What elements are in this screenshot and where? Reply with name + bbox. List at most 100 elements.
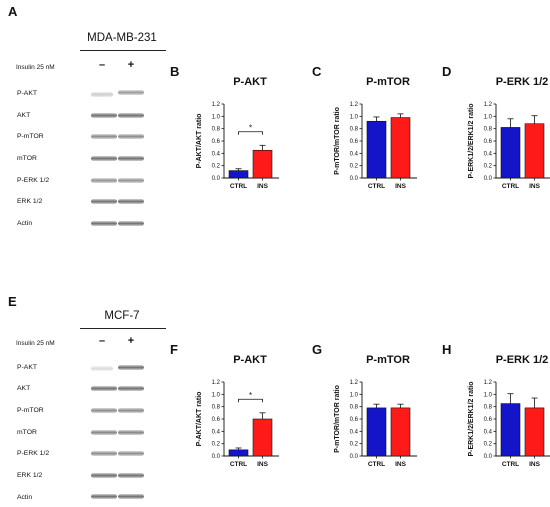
y-axis-label: P-ERK1/2/ERK1/2 ratio (468, 381, 475, 456)
bar-ctrl (500, 403, 521, 457)
y-tick-label: 0.8 (350, 405, 359, 411)
blot-band (91, 430, 117, 435)
y-tick-label: 0.4 (484, 151, 493, 157)
y-tick-label: 1.2 (212, 380, 221, 386)
minus-sign: – (98, 59, 106, 71)
y-tick-label: 1.0 (212, 114, 221, 120)
bar-ctrl (228, 449, 249, 457)
y-tick-label: 0.4 (212, 429, 221, 435)
protein-label: P-mTOR (17, 133, 44, 140)
blot-band (118, 430, 144, 435)
panel-letter-a: A (8, 4, 18, 19)
protein-label: P-ERK 1/2 (17, 177, 50, 184)
treatment-label: Insulin 25 nM (16, 340, 55, 347)
x-tick-label: CTRL (230, 183, 247, 190)
minus-sign: – (98, 335, 106, 347)
x-tick-label: INS (257, 461, 269, 468)
protein-label: AKT (17, 385, 31, 392)
panel-letter-e: E (8, 294, 17, 309)
y-tick-label: 0.2 (212, 164, 221, 170)
protein-label: Actin (17, 220, 33, 227)
y-tick-label: 0.0 (350, 176, 359, 182)
protein-label: P-AKT (17, 364, 38, 371)
significance-star: * (249, 391, 252, 400)
y-tick-label: 0.2 (484, 442, 493, 448)
chart-title: P-AKT (233, 76, 267, 88)
bar-chart-d: 0.0 0.2 0.4 0.6 0.8 1.0 1.2 P-ERK1/2/ERK1/2 rat… (468, 102, 550, 190)
y-tick-label: 0.2 (484, 164, 493, 170)
blot-band (91, 178, 117, 183)
protein-label: mTOR (17, 429, 37, 436)
y-tick-label: 0.6 (212, 417, 221, 423)
blot-band (91, 92, 113, 97)
protein-label: Actin (17, 494, 33, 501)
y-axis-label: P-ERK1/2/ERK1/2 ratio (468, 103, 475, 178)
y-tick-label: 0.8 (212, 405, 221, 411)
blot-band (118, 178, 144, 183)
bar-ins (524, 123, 545, 179)
blot-band (91, 221, 117, 226)
x-tick-label: CTRL (230, 461, 247, 468)
significance-bracket (238, 131, 263, 135)
y-tick-label: 1.2 (484, 102, 493, 108)
blot-band (118, 408, 144, 413)
y-tick-label: 0.2 (350, 442, 359, 448)
panel-letter-f: F (170, 342, 178, 357)
chart-title: P-ERK 1/2 (495, 76, 549, 88)
blot-band (118, 451, 144, 456)
y-tick-label: 0.8 (484, 127, 493, 133)
bar-ctrl (500, 127, 521, 179)
y-tick-label: 1.2 (212, 102, 221, 108)
blot-band (118, 473, 144, 478)
blot-band (91, 156, 117, 161)
x-tick-label: INS (529, 461, 541, 468)
blot-band (91, 386, 117, 391)
blot-band (91, 366, 113, 371)
y-axis-label: P-AKT/AKT ratio (196, 114, 203, 169)
x-tick-label: INS (395, 461, 407, 468)
blot-band (118, 386, 144, 391)
blot-band (118, 134, 144, 139)
bar-ins (390, 407, 411, 457)
y-tick-label: 1.0 (212, 392, 221, 398)
blot-band (91, 199, 117, 204)
y-tick-label: 0.0 (212, 176, 221, 182)
bar-ins (252, 149, 273, 179)
y-tick-label: 1.2 (484, 380, 493, 386)
treatment-label: Insulin 25 nM (16, 64, 55, 71)
blot-band (91, 408, 117, 413)
y-tick-label: 0.8 (350, 127, 359, 133)
panel-letter-c: C (312, 64, 322, 79)
y-axis-label: P-AKT/AKT ratio (196, 392, 203, 447)
blot-band (118, 113, 144, 118)
panel-letter-h: H (442, 342, 452, 357)
y-tick-label: 1.2 (350, 102, 359, 108)
significance-star: * (249, 123, 252, 132)
bar-ins (390, 117, 411, 179)
x-tick-label: INS (257, 183, 269, 190)
blot-band (118, 494, 144, 499)
y-tick-label: 0.6 (484, 139, 493, 145)
chart-title: P-mTOR (366, 354, 410, 366)
blot-band (118, 90, 144, 95)
protein-label: ERK 1/2 (17, 472, 43, 479)
plus-sign: + (127, 335, 135, 347)
y-tick-label: 1.0 (350, 114, 359, 120)
y-axis-label: P-mTOR/mTOR ratio (334, 107, 341, 175)
y-tick-label: 1.0 (484, 392, 493, 398)
blot-band (118, 156, 144, 161)
cell-line-rule (80, 328, 166, 329)
blot-band (91, 113, 117, 118)
blot-band (91, 473, 117, 478)
y-tick-label: 0.6 (484, 417, 493, 423)
bar-ctrl (366, 407, 387, 457)
chart-title: P-ERK 1/2 (495, 354, 549, 366)
protein-label: AKT (17, 112, 31, 119)
y-tick-label: 0.0 (484, 454, 493, 460)
protein-label: P-mTOR (17, 407, 44, 414)
x-tick-label: INS (395, 183, 407, 190)
x-tick-label: CTRL (502, 461, 519, 468)
blot-band (91, 451, 117, 456)
bar-chart-f: 0.0 0.2 0.4 0.6 0.8 1.0 1.2 P-AKT/AKT ratio CTRL… (196, 380, 279, 468)
bar-ctrl (366, 120, 387, 179)
